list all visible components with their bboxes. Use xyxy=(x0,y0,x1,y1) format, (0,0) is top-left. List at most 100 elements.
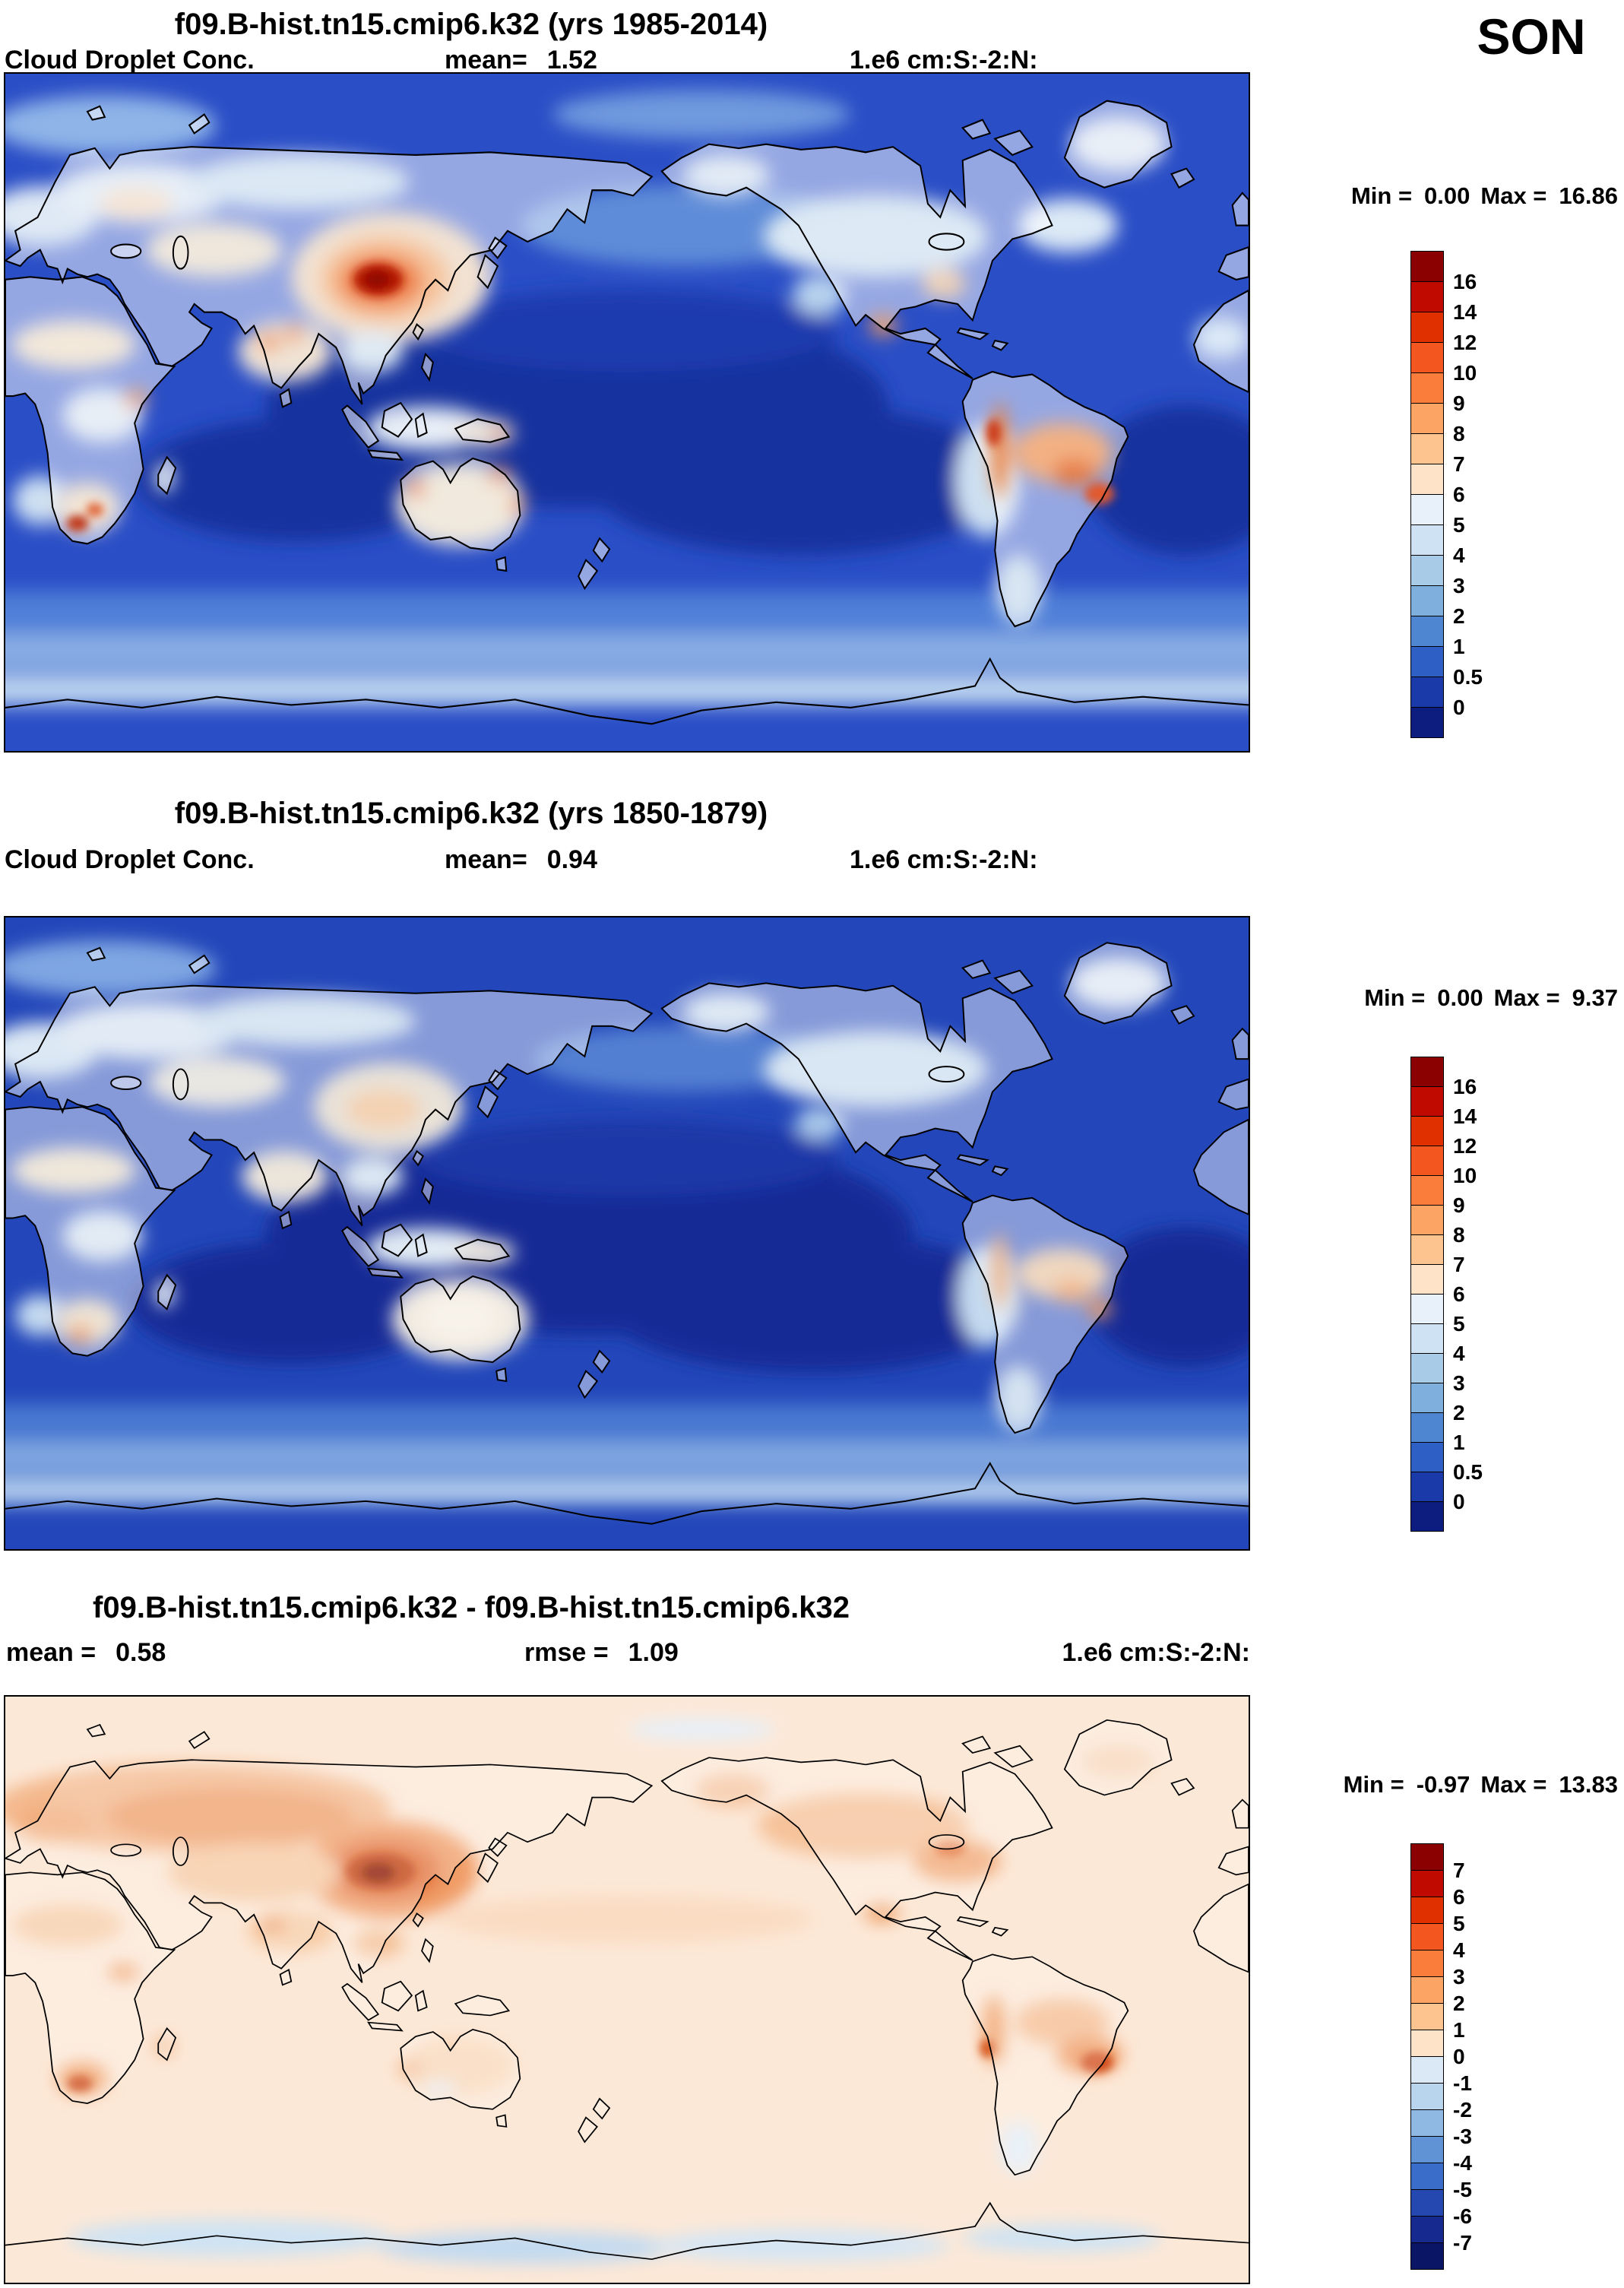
hotspot-cores xyxy=(66,263,1115,532)
units-label: 1.e6 cm:S:-2:N: xyxy=(850,46,1038,74)
colorbar-cell xyxy=(1410,1923,1444,1951)
colorbar-cell xyxy=(1410,342,1444,373)
colorbar-cell xyxy=(1410,2109,1444,2137)
min-label: Min = xyxy=(1343,1771,1404,1798)
colorbar-tick-label: 2 xyxy=(1453,1401,1465,1424)
colorbar-tick-label: 0 xyxy=(1453,1490,1465,1513)
colorbar-cell xyxy=(1410,464,1444,495)
colorbar-tick-label: 14 xyxy=(1453,1104,1477,1128)
colorbar-tick-label: 16 xyxy=(1453,1075,1477,1098)
min-value: 0.00 xyxy=(1437,984,1483,1011)
colorbar-tick-label: -7 xyxy=(1453,2231,1472,2255)
colorbar-cell xyxy=(1410,1146,1444,1176)
colorbar-tick-label: 1 xyxy=(1453,2018,1465,2042)
mean-value: 0.94 xyxy=(546,845,597,874)
colorbar-tick-label: 5 xyxy=(1453,1912,1465,1935)
units-label: 1.e6 cm:S:-2:N: xyxy=(1062,1638,1250,1667)
map-baseline-climatology xyxy=(4,916,1250,1551)
colorbar-tick-label: 2 xyxy=(1453,1992,1465,2015)
colorbar-tick-label: 4 xyxy=(1453,1342,1465,1365)
colorbar-tick-label: 10 xyxy=(1453,361,1477,385)
colorbar-cell xyxy=(1410,1175,1444,1206)
colorbar-cell xyxy=(1410,2083,1444,2110)
mean-stat: mean= 0.94 xyxy=(445,845,597,875)
mean-label: mean= xyxy=(445,46,527,74)
colorbar-tick-label: 0.5 xyxy=(1453,665,1483,689)
colorbar-tick-label: 3 xyxy=(1453,1371,1465,1395)
rmse-value: 1.09 xyxy=(628,1638,679,1667)
colorbar-tick-label: 0 xyxy=(1453,696,1465,719)
colorbar-cell xyxy=(1410,372,1444,404)
colorbar-difference: 7 6 5 4 3 2 1 0 -1 -2 -3 -4 -5 -6 -7 xyxy=(1410,1843,1562,2270)
colorbar-tick-label: 12 xyxy=(1453,331,1477,354)
max-value: 9.37 xyxy=(1572,984,1618,1011)
colorbar-tick-label: -1 xyxy=(1453,2071,1472,2095)
colorbar-tick-label: -3 xyxy=(1453,2125,1472,2148)
colorbar-tick-label: -5 xyxy=(1453,2178,1472,2201)
colorbar-cell xyxy=(1410,2030,1444,2057)
colorbar-tick-label: 8 xyxy=(1453,422,1465,445)
stats-row: Cloud Droplet Conc. mean= 1.52 1.e6 cm:S:… xyxy=(0,46,1624,79)
min-label: Min = xyxy=(1350,182,1413,209)
rmse-label: rmse = xyxy=(524,1638,609,1667)
colorbar-cell xyxy=(1410,1264,1444,1295)
colorbar-cell xyxy=(1410,2056,1444,2084)
colorbar-cell xyxy=(1410,1950,1444,1977)
colorbar-cell xyxy=(1410,2136,1444,2163)
colorbar-cell xyxy=(1410,2189,1444,2217)
colorbar-tick-label: 9 xyxy=(1453,1193,1465,1217)
colorbar-cell xyxy=(1410,616,1444,647)
colorbar-cell xyxy=(1410,585,1444,616)
colorbar-cell xyxy=(1410,403,1444,434)
colorbar-cell xyxy=(1410,2003,1444,2030)
colorbar-tick-label: -4 xyxy=(1453,2151,1472,2175)
colorbar-cell xyxy=(1410,524,1444,556)
mean-label: mean= xyxy=(445,845,527,874)
colorbar-tick-label: 1 xyxy=(1453,635,1465,658)
colorbar-cell xyxy=(1410,1353,1444,1383)
colorbar-cell xyxy=(1410,312,1444,343)
colorbar-cell xyxy=(1410,646,1444,677)
colorbar-cell xyxy=(1410,1501,1444,1532)
colorbar-tick-label: 12 xyxy=(1453,1134,1477,1158)
mean-stat: mean = 0.58 xyxy=(6,1638,166,1668)
colorbar-tick-label: 14 xyxy=(1453,300,1477,324)
panel-difference: f09.B-hist.tn15.cmip6.k32 - f09.B-hist.t… xyxy=(0,1585,1624,2288)
colorbar-cell xyxy=(1410,1205,1444,1235)
colorbar-cell xyxy=(1410,1294,1444,1324)
minmax-stats: Min = 0.00 Max = 9.37 xyxy=(1364,984,1618,1012)
colorbar-tick-label: 6 xyxy=(1453,1885,1465,1909)
ocean-shading xyxy=(5,90,1249,705)
colorbar-cell xyxy=(1410,494,1444,525)
colorbar-tick-label: 6 xyxy=(1453,1282,1465,1306)
colorbar-tick-label: -6 xyxy=(1453,2204,1472,2228)
max-label: Max = xyxy=(1480,1771,1547,1798)
rmse-stat: rmse = 1.09 xyxy=(524,1638,679,1668)
map-case-climatology xyxy=(4,72,1250,753)
colorbar-cell xyxy=(1410,1472,1444,1502)
colorbar-tick-label: 0.5 xyxy=(1453,1460,1483,1484)
map-svg xyxy=(5,917,1249,1549)
colorbar-tick-label: 9 xyxy=(1453,391,1465,415)
colorbar-cell xyxy=(1410,1870,1444,1897)
colorbar-cell xyxy=(1410,1976,1444,2004)
units-label: 1.e6 cm:S:-2:N: xyxy=(850,845,1038,874)
colorbar-tick-label: 3 xyxy=(1453,1965,1465,1989)
map-svg xyxy=(5,1697,1249,2283)
colorbar-cell xyxy=(1410,555,1444,586)
colorbar-cell xyxy=(1410,1234,1444,1265)
minmax-stats: Min = -0.97 Max = 13.83 xyxy=(1344,1771,1618,1798)
mean-stat: mean= 1.52 xyxy=(445,46,597,75)
colorbar-cell xyxy=(1410,281,1444,312)
colorbar-cell xyxy=(1410,707,1444,738)
colorbar-tick-label: 4 xyxy=(1453,543,1465,567)
colorbar-cell xyxy=(1410,2216,1444,2243)
min-value: 0.00 xyxy=(1424,182,1470,209)
cool-anomalies xyxy=(67,1717,1162,2264)
colorbar-cell xyxy=(1410,1323,1444,1354)
mean-value: 0.58 xyxy=(116,1638,166,1667)
max-value: 13.83 xyxy=(1559,1771,1618,1798)
colorbar-cell xyxy=(1410,677,1444,708)
season-label: SON xyxy=(1477,8,1586,65)
